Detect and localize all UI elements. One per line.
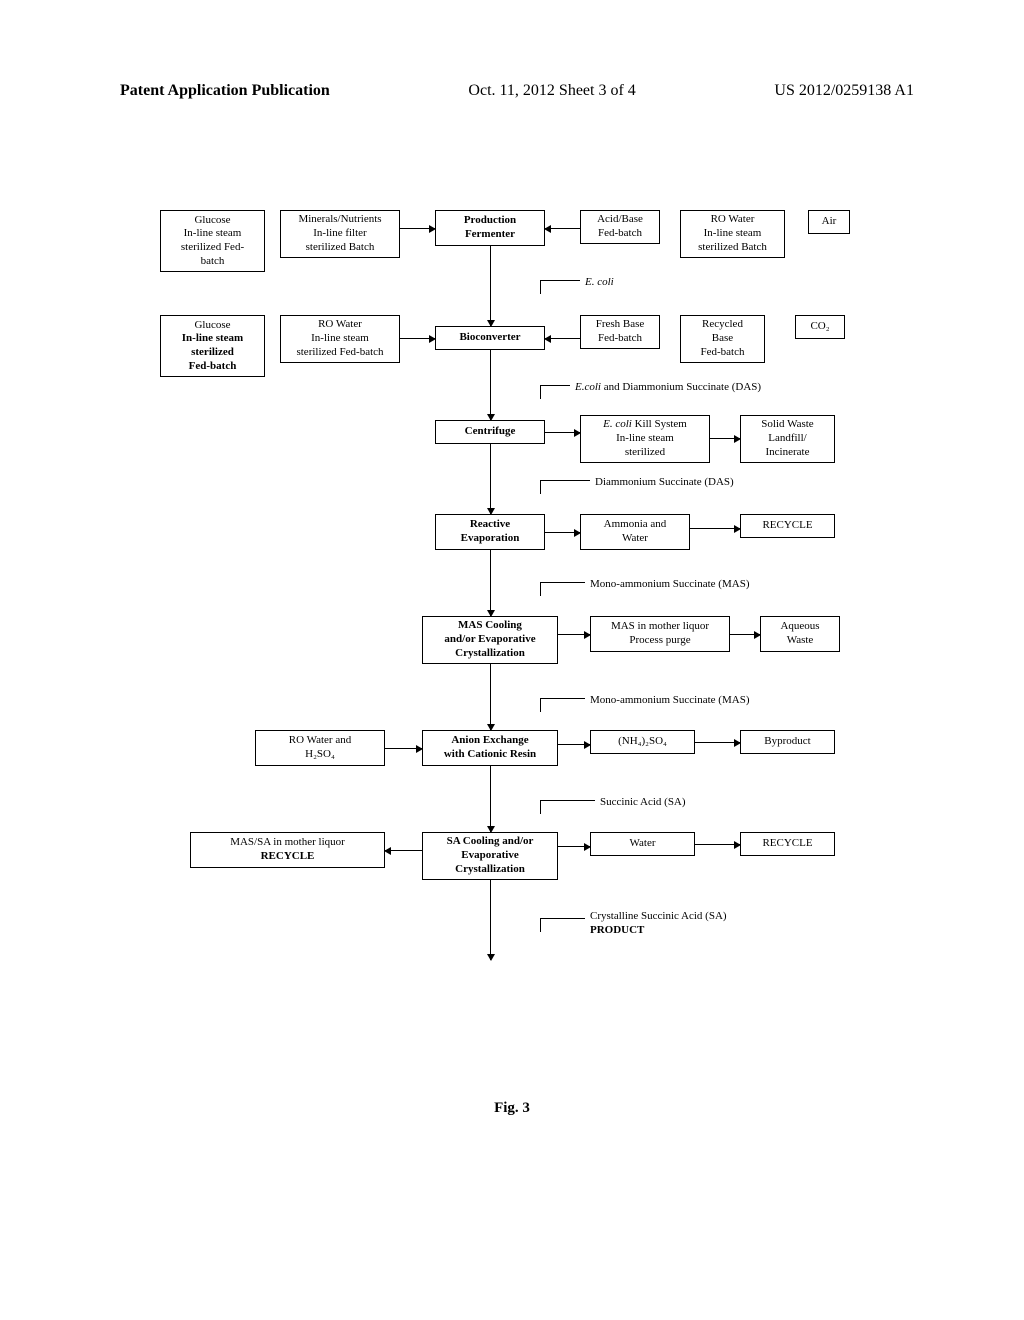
ar <box>710 438 740 439</box>
t: Centrifuge <box>465 425 516 439</box>
box-recbase: Recycled Base Fed-batch <box>680 315 765 363</box>
box-ammonia: Ammonia and Water <box>580 514 690 550</box>
box-purge: MAS in mother liquor Process purge <box>590 616 730 652</box>
t: Aqueous Waste <box>780 620 819 648</box>
box-roh2so4: RO Water and H₂SO₄ <box>255 730 385 766</box>
box-kill: E. coli Kill SystemIn-line steamsteriliz… <box>580 415 710 463</box>
box-reactive: Reactive Evaporation <box>435 514 545 550</box>
flow6: Succinic Acid (SA) <box>600 796 686 810</box>
ar <box>400 228 435 229</box>
box-freshbase: Fresh Base Fed-batch <box>580 315 660 349</box>
header-mid: Oct. 11, 2012 Sheet 3 of 4 <box>468 82 635 100</box>
box-aqwaste: Aqueous Waste <box>760 616 840 652</box>
box-rowater-2: RO Water In-line steam sterilized Fed-ba… <box>280 315 400 363</box>
ar <box>400 338 435 339</box>
box-rowater-1: RO Water In-line steam sterilized Batch <box>680 210 785 258</box>
ar <box>490 664 491 730</box>
t: MAS Cooling and/or Evaporative Crystalli… <box>444 619 535 660</box>
box-solidwaste: Solid Waste Landfill/ Incinerate <box>740 415 835 463</box>
box-centrifuge: Centrifuge <box>435 420 545 444</box>
box-recycle-1: RECYCLE <box>740 514 835 538</box>
t: RO Water In-line steam sterilized Fed-ba… <box>296 318 383 359</box>
t: CO₂ <box>810 320 829 334</box>
flow1: E. coli <box>585 276 614 290</box>
ar <box>695 844 740 845</box>
ar <box>545 432 580 433</box>
page-header: Patent Application Publication Oct. 11, … <box>0 82 1024 100</box>
t: Recycled Base Fed-batch <box>701 318 745 359</box>
t: RO Water In-line steam sterilized Batch <box>698 213 767 254</box>
ar <box>730 634 760 635</box>
box-glucose-2: GlucoseIn-line steamsterilizedFed-batch <box>160 315 265 377</box>
t: Anion Exchange with Cationic Resin <box>444 734 536 762</box>
box-fermenter: Production Fermenter <box>435 210 545 246</box>
box-anion: Anion Exchange with Cationic Resin <box>422 730 558 766</box>
ar <box>490 766 491 832</box>
box-nh4so4: (NH₄)₂SO₄ <box>590 730 695 754</box>
figure-caption: Fig. 3 <box>0 1100 1024 1117</box>
box-sacool: SA Cooling and/or Evaporative Crystalliz… <box>422 832 558 880</box>
box-water: Water <box>590 832 695 856</box>
ar <box>558 634 590 635</box>
ar <box>695 742 740 743</box>
box-bioconverter: Bioconverter <box>435 326 545 350</box>
t: Solid Waste Landfill/ Incinerate <box>761 418 813 459</box>
box-air: Air <box>808 210 850 234</box>
box-acidbase: Acid/Base Fed-batch <box>580 210 660 244</box>
flow3: Diammonium Succinate (DAS) <box>595 476 734 490</box>
ar <box>490 350 491 420</box>
t: Production Fermenter <box>464 214 516 242</box>
t: Byproduct <box>764 735 810 749</box>
box-recycle-2: RECYCLE <box>740 832 835 856</box>
box-byproduct: Byproduct <box>740 730 835 754</box>
t: Ammonia and Water <box>604 518 667 546</box>
ar <box>490 246 491 326</box>
t: MAS in mother liquor Process purge <box>611 620 709 648</box>
t: Glucose In-line steam sterilized Fed- ba… <box>181 214 244 269</box>
ar <box>545 338 580 339</box>
flow5: Mono-ammonium Succinate (MAS) <box>590 694 749 708</box>
t: Air <box>822 215 837 229</box>
t: SA Cooling and/or Evaporative Crystalliz… <box>447 835 534 876</box>
t: Water <box>630 837 656 851</box>
t: Fresh Base Fed-batch <box>596 318 645 346</box>
flow2: E.coli and Diammonium Succinate (DAS) <box>575 381 761 395</box>
box-glucose-1: Glucose In-line steam sterilized Fed- ba… <box>160 210 265 272</box>
t: Reactive Evaporation <box>461 518 520 546</box>
t: GlucoseIn-line steamsterilizedFed-batch <box>182 319 243 374</box>
ar <box>545 532 580 533</box>
flow7: Crystalline Succinic Acid (SA)PRODUCT <box>590 910 727 938</box>
t: Bioconverter <box>459 331 520 345</box>
flow4: Mono-ammonium Succinate (MAS) <box>590 578 749 592</box>
t: (NH₄)₂SO₄ <box>618 735 667 749</box>
box-recycle-left: MAS/SA in mother liquorRECYCLE <box>190 832 385 868</box>
t: Acid/Base Fed-batch <box>597 213 643 241</box>
t: RO Water and H₂SO₄ <box>289 734 351 762</box>
process-flow-diagram: Glucose In-line steam sterilized Fed- ba… <box>160 210 880 1075</box>
ar <box>690 528 740 529</box>
box-co2: CO₂ <box>795 315 845 339</box>
t: MAS/SA in mother liquorRECYCLE <box>230 836 345 864</box>
ar <box>385 748 422 749</box>
t: Minerals/Nutrients In-line filter steril… <box>298 213 381 254</box>
header-left: Patent Application Publication <box>120 82 330 100</box>
ar <box>385 850 422 851</box>
t: E. coli Kill SystemIn-line steamsteriliz… <box>603 418 687 459</box>
ar <box>490 880 491 960</box>
ar <box>545 228 580 229</box>
box-mascool: MAS Cooling and/or Evaporative Crystalli… <box>422 616 558 664</box>
ar <box>490 550 491 616</box>
ar <box>490 444 491 514</box>
ar <box>558 744 590 745</box>
ar <box>558 846 590 847</box>
t: RECYCLE <box>762 519 812 533</box>
header-right: US 2012/0259138 A1 <box>774 82 914 100</box>
box-minerals: Minerals/Nutrients In-line filter steril… <box>280 210 400 258</box>
t: RECYCLE <box>762 837 812 851</box>
